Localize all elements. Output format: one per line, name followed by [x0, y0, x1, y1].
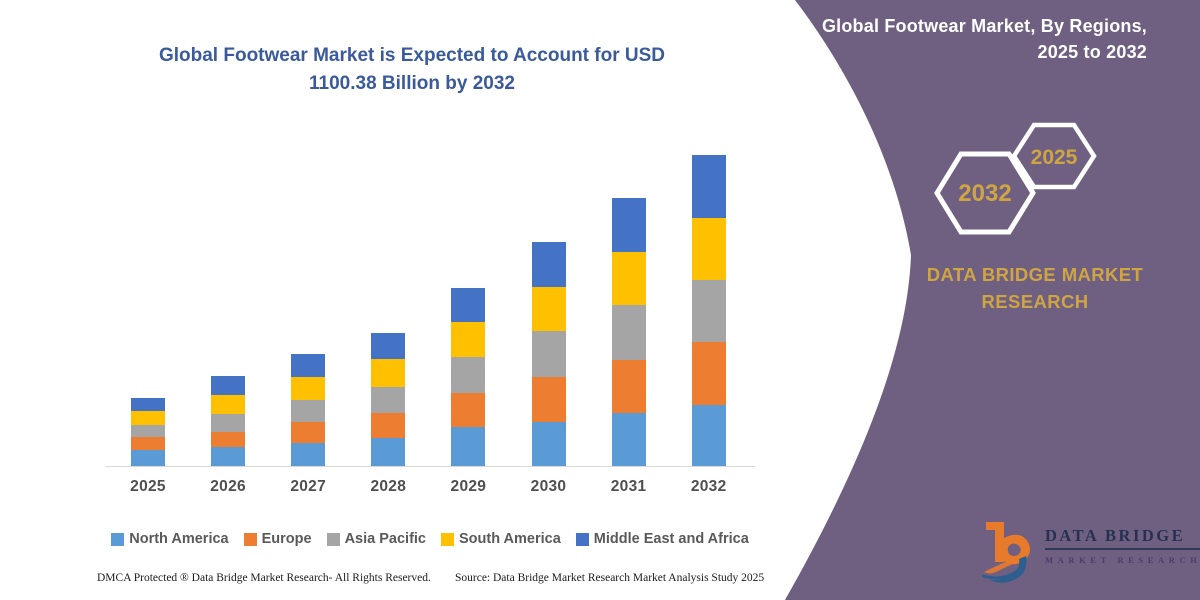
bar-segment-north-america-2028 [371, 438, 406, 466]
bar-segment-europe-2032 [691, 341, 726, 405]
legend-label: South America [459, 531, 561, 547]
bar-segment-asia-pacific-2029 [451, 356, 486, 394]
bar-segment-middle-east-and-africa-2025 [131, 398, 165, 411]
bar-segment-middle-east-and-africa-2030 [531, 242, 566, 287]
legend-label: Asia Pacific [344, 531, 426, 547]
legend-label: North America [129, 531, 229, 547]
legend-item-middle-east-and-africa: Middle East and Africa [575, 531, 749, 547]
hexagon-2032-label: 2032 [958, 180, 1011, 207]
x-axis-tick-2032: 2032 [690, 478, 727, 495]
legend-item-north-america: North America [111, 531, 229, 547]
bar-segment-north-america-2032 [691, 404, 726, 466]
logo-wordmark: DATA BRIDGE [1045, 526, 1200, 550]
bar-segment-middle-east-and-africa-2032 [691, 154, 726, 219]
chart-title-line2: 1100.38 Billion by 2032 [309, 73, 515, 94]
bar-segment-europe-2025 [131, 436, 165, 450]
panel-title-line2: 2025 to 2032 [1037, 42, 1147, 62]
bar-segment-asia-pacific-2030 [531, 331, 566, 378]
logo-wordmark-block: DATA BRIDGE MARKET RESEARCH [1045, 526, 1200, 565]
bar-segment-asia-pacific-2027 [291, 399, 326, 422]
bar-segment-south-america-2032 [691, 218, 726, 280]
bar-segment-south-america-2026 [211, 394, 246, 414]
bar-segment-asia-pacific-2031 [611, 305, 646, 360]
x-axis-tick-2025: 2025 [130, 478, 166, 495]
bar-segment-south-america-2031 [611, 252, 646, 306]
bar-segment-asia-pacific-2028 [371, 386, 406, 413]
legend-swatch-icon [441, 532, 454, 546]
legend: North America Europe Asia Pacific South Ame… [100, 531, 760, 547]
panel-title-line1: Global Footwear Market, By Regions, [821, 16, 1147, 36]
bar-segment-middle-east-and-africa-2031 [611, 197, 646, 253]
bar-segment-asia-pacific-2025 [131, 425, 165, 437]
bar-segment-middle-east-and-africa-2029 [451, 288, 486, 322]
bar-segment-north-america-2029 [451, 427, 486, 466]
bar-segment-europe-2030 [531, 377, 566, 422]
bar-segment-europe-2031 [611, 359, 646, 413]
bar-segment-north-america-2025 [131, 449, 165, 466]
bar-segment-asia-pacific-2026 [211, 413, 246, 432]
bar-segment-middle-east-and-africa-2026 [211, 375, 246, 395]
legend-item-europe: Europe [243, 531, 312, 547]
bar-segment-europe-2026 [211, 431, 246, 448]
bar-segment-north-america-2026 [211, 447, 246, 466]
chart-title-line1: Global Footwear Market is Expected to Ac… [158, 45, 666, 66]
plot-area [105, 140, 755, 467]
legend-item-south-america: South America [441, 531, 561, 547]
bar-segment-europe-2029 [451, 393, 486, 428]
legend-swatch-icon [111, 532, 125, 546]
panel-title: Global Footwear Market, By Regions, 2025… [767, 13, 1147, 65]
x-axis-tick-2028: 2028 [370, 478, 407, 495]
legend-swatch-icon [326, 532, 340, 546]
hexagon-badges: 2032 2025 [934, 122, 1097, 235]
bar-segment-asia-pacific-2032 [691, 279, 726, 342]
chart-title: Global Footwear Market is Expected to Ac… [82, 42, 742, 98]
bar-segment-europe-2028 [371, 412, 406, 439]
footer-source-text: Source: Data Bridge Market Research Mark… [455, 572, 765, 584]
x-axis-tick-2030: 2030 [530, 478, 567, 495]
logo-subtext: MARKET RESEARCH [1045, 555, 1200, 565]
x-axis-tick-2031: 2031 [610, 478, 647, 495]
hexagon-2025-icon [1011, 122, 1097, 190]
bar-segment-south-america-2028 [371, 359, 406, 387]
bar-segment-north-america-2031 [611, 412, 646, 466]
legend-label: Europe [261, 531, 312, 547]
brand-line2: RESEARCH [981, 291, 1089, 312]
legend-label: Middle East and Africa [593, 531, 749, 547]
logo-mark-icon [982, 522, 1030, 583]
legend-swatch-icon [243, 532, 257, 546]
bar-segment-middle-east-and-africa-2028 [371, 332, 406, 360]
dbmr-logo: DATA BRIDGE MARKET RESEARCH [982, 518, 1200, 593]
footer-dmca-text: DMCA Protected ® Data Bridge Market Rese… [97, 572, 431, 584]
bar-segment-south-america-2027 [291, 377, 326, 400]
legend-item-asia-pacific: Asia Pacific [326, 531, 426, 547]
bar-segment-north-america-2027 [291, 442, 326, 466]
x-axis-tick-2027: 2027 [290, 478, 327, 495]
x-axis-tick-2029: 2029 [450, 478, 487, 495]
bar-segment-north-america-2030 [531, 421, 566, 466]
hexagon-2025-label: 2025 [1031, 146, 1078, 169]
brand-line1: DATA BRIDGE MARKET [926, 264, 1144, 285]
legend-swatch-icon [575, 532, 589, 546]
bar-segment-middle-east-and-africa-2027 [291, 354, 326, 377]
x-axis-tick-2026: 2026 [210, 478, 246, 495]
bar-segment-south-america-2025 [131, 410, 165, 425]
footer: DMCA Protected ® Data Bridge Market Rese… [0, 572, 790, 592]
bar-segment-south-america-2030 [531, 287, 566, 332]
bar-segment-europe-2027 [291, 421, 326, 443]
hexagon-2032-icon [934, 151, 1036, 235]
bar-segment-south-america-2029 [451, 321, 486, 357]
brand-name: DATA BRIDGE MARKET RESEARCH [900, 261, 1170, 315]
